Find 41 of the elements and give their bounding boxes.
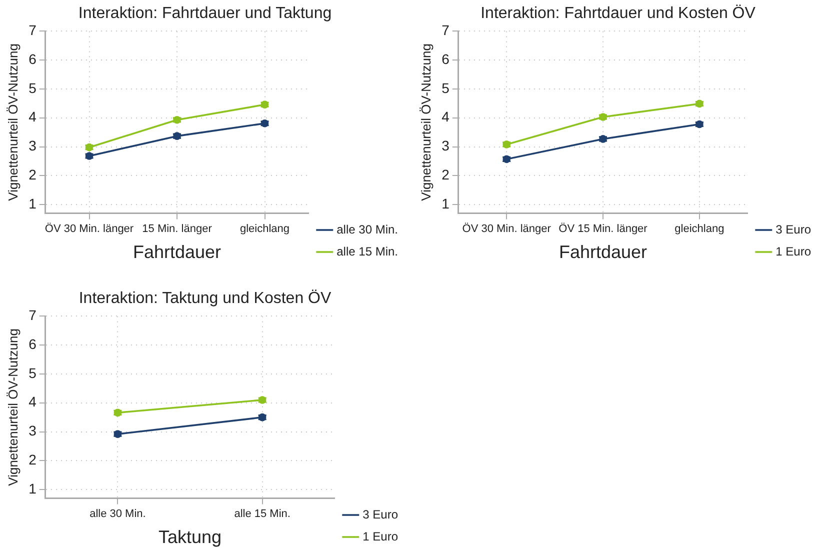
y-tick-label: 3 bbox=[28, 138, 37, 154]
y-tick-label: 7 bbox=[28, 22, 37, 38]
y-tick-label: 7 bbox=[442, 22, 450, 38]
x-axis-title: Fahrtdauer bbox=[132, 242, 222, 262]
y-tick-label: 3 bbox=[442, 138, 450, 154]
y-tick-label: 4 bbox=[442, 108, 450, 125]
chart-title: Interaktion: Fahrtdauer und Kosten ÖV bbox=[480, 4, 756, 22]
x-tick-label: gleichlang bbox=[674, 222, 724, 235]
y-axis-title: Vignettenurteil ÖV-Nutzung bbox=[5, 328, 20, 486]
y-tick-label: 1 bbox=[442, 195, 450, 212]
y-tick-label: 6 bbox=[28, 336, 37, 352]
y-tick-label: 6 bbox=[28, 50, 37, 67]
y-tick-label: 4 bbox=[28, 394, 37, 410]
y-tick-label: 1 bbox=[28, 195, 37, 212]
y-tick-label: 5 bbox=[28, 364, 37, 381]
x-tick-label: ÖV 15 Min. länger bbox=[558, 222, 648, 235]
chart-title: Interaktion: Fahrtdauer und Taktung bbox=[78, 5, 332, 22]
legend-label: 3 Euro bbox=[776, 222, 812, 236]
y-tick-label: 4 bbox=[28, 108, 37, 125]
y-axis-title: Vignettenurteil ÖV-Nutzung bbox=[418, 44, 434, 201]
legend-label: 1 Euro bbox=[776, 244, 812, 258]
x-axis-title: Taktung bbox=[158, 527, 222, 548]
y-tick-label: 2 bbox=[28, 452, 37, 468]
legend-label: alle 15 Min. bbox=[336, 244, 398, 258]
x-tick-label: ÖV 30 Min. länger bbox=[44, 222, 134, 235]
x-axis-title: Fahrtdauer bbox=[558, 242, 648, 262]
legend-label: 1 Euro bbox=[362, 529, 398, 544]
y-tick-label: 7 bbox=[28, 307, 37, 324]
y-tick-label: 3 bbox=[28, 422, 37, 439]
y-tick-label: 5 bbox=[442, 80, 450, 96]
y-tick-label: 2 bbox=[442, 166, 450, 183]
y-tick-label: 1 bbox=[28, 480, 37, 496]
x-tick-label: ÖV 30 Min. länger bbox=[462, 222, 552, 235]
x-tick-label: 15 Min. länger bbox=[142, 222, 212, 235]
x-tick-label: gleichlang bbox=[240, 222, 290, 235]
y-tick-label: 6 bbox=[442, 50, 450, 67]
chart-title: Interaktion: Taktung und Kosten ÖV bbox=[78, 289, 332, 308]
legend-label: 3 Euro bbox=[362, 507, 398, 522]
y-tick-label: 5 bbox=[28, 80, 37, 96]
y-axis-title: Vignettenurteil ÖV-Nutzung bbox=[5, 44, 20, 201]
y-tick-label: 2 bbox=[28, 166, 37, 183]
